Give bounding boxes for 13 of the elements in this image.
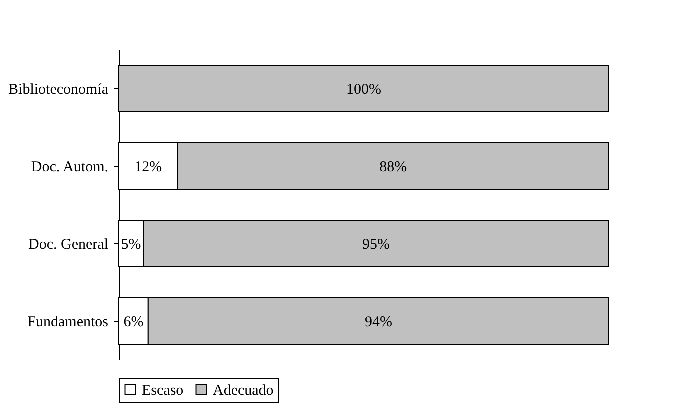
y-tick-label: Fundamentos [28,314,109,330]
data-label: 12% [134,159,162,176]
data-label: 88% [380,159,408,176]
legend-label: Adecuado [213,382,274,399]
y-tick-label: Doc. Autom. [31,159,108,176]
data-label: 100% [346,82,382,98]
legend-label: Escaso [142,382,184,399]
data-label: 6% [124,314,144,330]
y-tick-label: Doc. General [28,236,108,253]
y-tick-label: Biblioteconomía [8,82,109,98]
data-label: 5% [121,236,142,253]
data-label: 94% [364,314,392,330]
data-label: 95% [362,236,390,253]
